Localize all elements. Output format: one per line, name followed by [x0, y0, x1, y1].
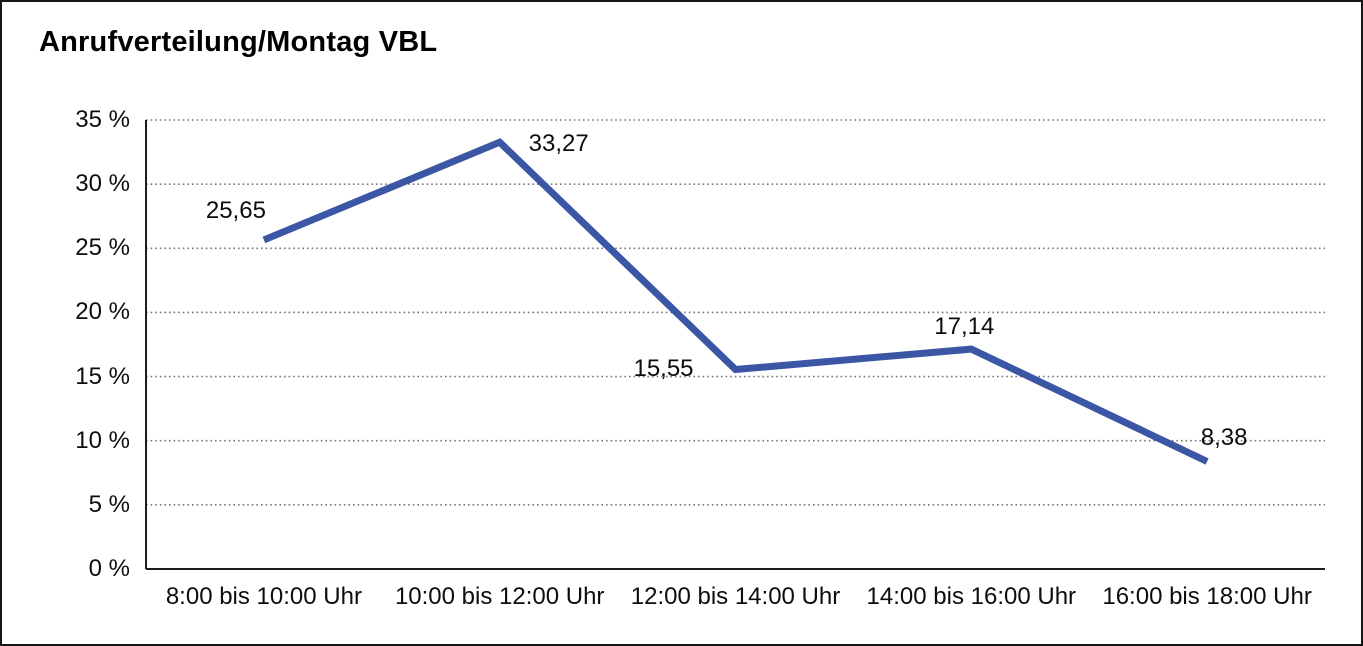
data-point-label: 15,55	[633, 354, 694, 382]
chart-title: Anrufverteilung/Montag VBL	[39, 26, 438, 58]
data-point-label: 33,27	[528, 130, 589, 158]
data-point-label: 8,38	[1200, 424, 1248, 452]
y-tick-label: 30 %	[75, 170, 130, 198]
y-tick-label: 15 %	[75, 362, 130, 390]
y-tick-label: 10 %	[75, 426, 130, 454]
data-point-label: 17,14	[934, 313, 995, 341]
x-category-label: 10:00 bis 12:00 Uhr	[394, 583, 605, 610]
y-tick-label: 20 %	[75, 298, 130, 326]
x-category-label: 16:00 bis 18:00 Uhr	[1102, 583, 1312, 610]
y-tick-label: 35 %	[75, 106, 130, 133]
x-category-label: 8:00 bis 10:00 Uhr	[165, 583, 362, 610]
series-line	[262, 138, 1209, 465]
y-tick-label: 5 %	[88, 490, 130, 518]
x-category-label: 12:00 bis 14:00 Uhr	[630, 583, 841, 610]
y-tick-label: 0 %	[88, 555, 130, 582]
data-point-label: 25,65	[205, 196, 266, 224]
x-category-label: 14:00 bis 16:00 Uhr	[866, 583, 1077, 610]
y-tick-label: 25 %	[75, 234, 130, 262]
